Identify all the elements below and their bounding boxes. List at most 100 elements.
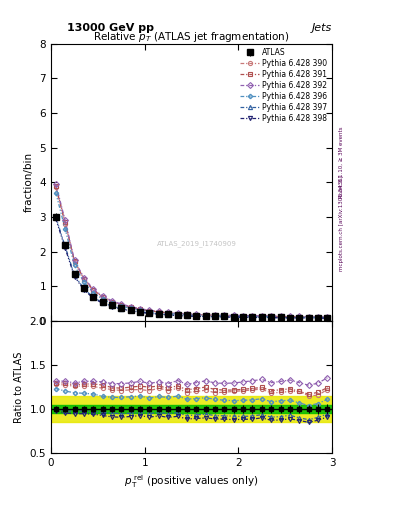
Pythia 6.428 390 <box>100 294 105 301</box>
Pythia 6.428 397 <box>81 286 86 292</box>
Pythia 6.428 392 <box>185 311 189 317</box>
Pythia 6.428 396 <box>185 312 189 318</box>
Pythia 6.428 390 <box>250 313 255 319</box>
Pythia 6.428 390 <box>194 312 198 318</box>
Pythia 6.428 397 <box>166 312 171 318</box>
Pythia 6.428 391 <box>325 314 330 320</box>
Pythia 6.428 391 <box>147 308 152 314</box>
X-axis label: $p_{\,\mathrm{T}}^{\;\mathrm{rel}}$ (positive values only): $p_{\,\mathrm{T}}^{\;\mathrm{rel}}$ (pos… <box>125 474 259 490</box>
Pythia 6.428 398 <box>53 216 58 222</box>
Y-axis label: Ratio to ATLAS: Ratio to ATLAS <box>14 351 24 423</box>
Pythia 6.428 398 <box>297 315 302 321</box>
Pythia 6.428 390 <box>129 305 133 311</box>
Pythia 6.428 391 <box>138 306 142 312</box>
Pythia 6.428 392 <box>147 307 152 313</box>
Pythia 6.428 390 <box>166 310 171 316</box>
Pythia 6.428 392 <box>138 306 142 312</box>
Pythia 6.428 390 <box>297 314 302 320</box>
Pythia 6.428 396 <box>100 296 105 302</box>
Text: Jets: Jets <box>312 23 332 33</box>
Pythia 6.428 396 <box>175 311 180 317</box>
Pythia 6.428 392 <box>231 312 236 318</box>
Pythia 6.428 392 <box>259 313 264 319</box>
Pythia 6.428 390 <box>269 313 274 319</box>
Pythia 6.428 396 <box>53 189 58 196</box>
Pythia 6.428 390 <box>147 308 152 314</box>
Pythia 6.428 397 <box>147 310 152 316</box>
Pythia 6.428 392 <box>129 304 133 310</box>
Pythia 6.428 392 <box>91 286 95 292</box>
Pythia 6.428 396 <box>259 314 264 320</box>
Pythia 6.428 396 <box>325 314 330 321</box>
Pythia 6.428 390 <box>241 313 246 319</box>
Pythia 6.428 397 <box>129 307 133 313</box>
Pythia 6.428 390 <box>110 299 114 305</box>
Pythia 6.428 397 <box>297 315 302 321</box>
Pythia 6.428 391 <box>194 311 198 317</box>
Pythia 6.428 398 <box>185 313 189 319</box>
Pythia 6.428 397 <box>53 214 58 220</box>
Pythia 6.428 397 <box>259 314 264 321</box>
Pythia 6.428 398 <box>222 314 227 320</box>
Pythia 6.428 396 <box>72 263 77 269</box>
Pythia 6.428 396 <box>231 313 236 319</box>
Pythia 6.428 397 <box>231 314 236 320</box>
Pythia 6.428 391 <box>259 313 264 319</box>
Pythia 6.428 391 <box>119 302 124 308</box>
Pythia 6.428 398 <box>316 315 320 321</box>
Pythia 6.428 390 <box>156 309 161 315</box>
Pythia 6.428 392 <box>63 217 68 223</box>
Pythia 6.428 398 <box>72 273 77 280</box>
Pythia 6.428 397 <box>110 303 114 309</box>
Text: mcplots.cern.ch [arXiv:1306.3436]: mcplots.cern.ch [arXiv:1306.3436] <box>339 176 344 271</box>
Pythia 6.428 397 <box>119 306 124 312</box>
Pythia 6.428 390 <box>119 302 124 308</box>
Pythia 6.428 397 <box>185 313 189 319</box>
Pythia 6.428 392 <box>316 314 320 320</box>
Pythia 6.428 391 <box>222 312 227 318</box>
Pythia 6.428 391 <box>63 219 68 225</box>
Pythia 6.428 396 <box>63 226 68 232</box>
Pythia 6.428 396 <box>288 314 292 320</box>
Pythia 6.428 398 <box>241 314 246 321</box>
Pythia 6.428 392 <box>222 312 227 318</box>
Pythia 6.428 391 <box>297 314 302 320</box>
Pythia 6.428 391 <box>185 311 189 317</box>
Pythia 6.428 396 <box>119 303 124 309</box>
Pythia 6.428 392 <box>156 308 161 314</box>
Pythia 6.428 390 <box>231 313 236 319</box>
Pythia 6.428 390 <box>306 314 311 320</box>
Pythia 6.428 396 <box>316 314 320 321</box>
Pythia 6.428 397 <box>213 313 217 319</box>
Pythia 6.428 392 <box>241 312 246 318</box>
Pythia 6.428 391 <box>91 287 95 293</box>
Pythia 6.428 398 <box>119 306 124 312</box>
Pythia 6.428 390 <box>72 259 77 265</box>
Line: Pythia 6.428 390: Pythia 6.428 390 <box>54 185 329 319</box>
Pythia 6.428 396 <box>222 313 227 319</box>
Pythia 6.428 390 <box>288 314 292 320</box>
Pythia 6.428 391 <box>316 314 320 320</box>
Pythia 6.428 398 <box>166 312 171 318</box>
Pythia 6.428 396 <box>250 313 255 319</box>
Pythia 6.428 396 <box>110 300 114 306</box>
Pythia 6.428 390 <box>259 313 264 319</box>
Pythia 6.428 392 <box>306 313 311 319</box>
Pythia 6.428 390 <box>203 312 208 318</box>
Pythia 6.428 398 <box>110 304 114 310</box>
Pythia 6.428 397 <box>138 309 142 315</box>
Pythia 6.428 398 <box>269 314 274 321</box>
Pythia 6.428 396 <box>156 310 161 316</box>
Pythia 6.428 392 <box>72 257 77 263</box>
Pythia 6.428 391 <box>241 313 246 319</box>
Pythia 6.428 398 <box>129 308 133 314</box>
Pythia 6.428 391 <box>213 312 217 318</box>
Pythia 6.428 396 <box>278 314 283 320</box>
Pythia 6.428 390 <box>63 221 68 227</box>
Pythia 6.428 391 <box>166 310 171 316</box>
Pythia 6.428 392 <box>250 313 255 319</box>
Pythia 6.428 390 <box>325 314 330 320</box>
Pythia 6.428 390 <box>185 311 189 317</box>
Line: Pythia 6.428 398: Pythia 6.428 398 <box>54 217 329 320</box>
Pythia 6.428 391 <box>72 258 77 264</box>
